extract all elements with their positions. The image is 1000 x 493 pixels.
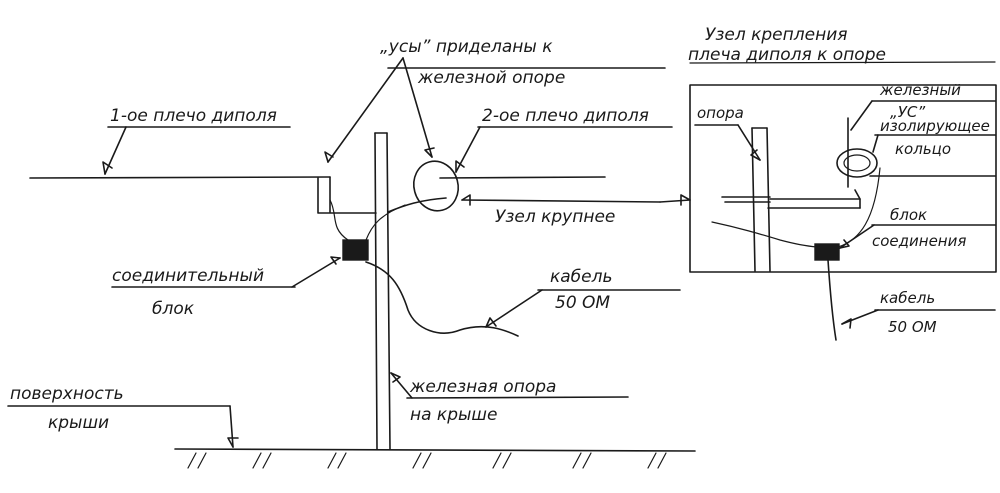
inset-title-line2: плеча диполя к опоре — [688, 45, 886, 65]
roof-line — [174, 448, 696, 452]
label-us-line1: „усы” приделаны к — [380, 37, 553, 57]
label-us-line2: железной опоре — [417, 68, 565, 88]
leader-node — [461, 194, 691, 206]
block-wire-left — [329, 199, 349, 241]
inset-cable — [827, 259, 837, 341]
label-connector-line2: блок — [152, 299, 195, 319]
inset-arm — [721, 189, 861, 209]
inset-leader-block — [839, 224, 996, 249]
inset-leader-support — [694, 124, 761, 161]
cable — [365, 261, 519, 337]
roof-hatching — [187, 452, 667, 469]
node-ring — [412, 160, 460, 212]
left-bracket — [317, 177, 377, 214]
iron-mast — [374, 132, 391, 450]
inset-wire-left — [711, 221, 818, 248]
inset-connection-block — [814, 243, 840, 261]
label-roof-line2: крыши — [48, 413, 109, 433]
inset-label-block-line2: соединения — [872, 232, 966, 250]
label-cable-line1: кабель — [550, 267, 613, 287]
inset-label-ring-line2: кольцо — [895, 140, 951, 158]
inset-label-support: опора — [697, 104, 744, 122]
inset-label-ring-line1: изолирующее — [880, 117, 990, 135]
leader-mast — [390, 372, 629, 399]
label-cable-line2: 50 ОМ — [555, 293, 610, 313]
dipole-arm-2 — [439, 176, 606, 179]
inset-label-iron-line2: „УС” — [890, 103, 925, 121]
inset-support — [751, 127, 771, 272]
inset-label-block-line1: блок — [890, 206, 927, 224]
inset-leader-cable — [841, 309, 996, 329]
leader-arm2 — [455, 126, 673, 173]
label-roof-line1: поверхность — [10, 384, 124, 404]
leader-arm1 — [102, 126, 291, 175]
label-mast-line1: железная опора — [409, 377, 556, 397]
inset-title-line1: Узел крепления — [705, 25, 847, 45]
leader-roof — [7, 405, 239, 448]
label-arm1: 1-ое плечо диполя — [110, 106, 277, 126]
dipole-arm-1 — [29, 176, 331, 179]
inset-frame — [689, 84, 997, 273]
leader-connector — [111, 256, 341, 288]
block-wire-right — [365, 204, 406, 241]
inset-insulating-ring — [836, 148, 878, 178]
inset-leader-ring — [872, 134, 996, 153]
inset-leader-iron — [850, 100, 996, 131]
inset-label-iron-line1: железный — [879, 81, 961, 99]
inset-label-cable-line2: 50 ОМ — [888, 318, 937, 336]
leader-cable — [485, 289, 681, 328]
right-bracket — [387, 197, 447, 213]
label-arm2: 2-ое плечо диполя — [482, 106, 649, 126]
inset-label-cable-line1: кабель — [880, 289, 935, 307]
connector-block — [342, 239, 369, 261]
label-mast-line2: на крыше — [410, 405, 497, 425]
label-node-larger: Узел крупнее — [495, 207, 615, 227]
leader-us — [324, 57, 666, 163]
label-connector-line1: соединительный — [112, 266, 264, 286]
